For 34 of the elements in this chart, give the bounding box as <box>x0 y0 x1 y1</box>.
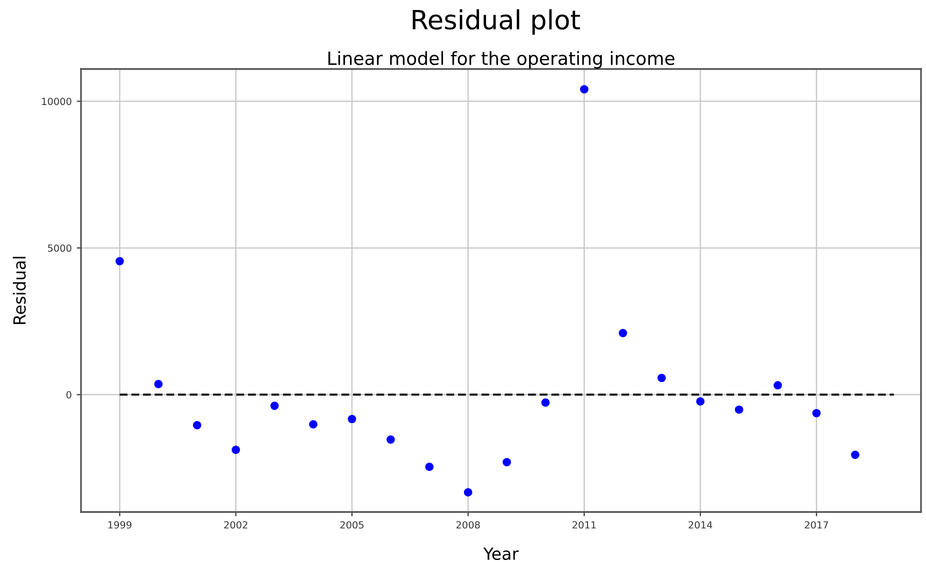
x-axis-title: Year <box>483 548 519 560</box>
y-tick-label: 0 <box>66 391 72 398</box>
y-axis-title: Residual <box>12 256 26 324</box>
x-tick-label: 2008 <box>456 521 480 529</box>
point <box>812 408 821 418</box>
x-tick-label: 1999 <box>108 521 132 529</box>
point <box>270 402 279 410</box>
point <box>192 420 202 430</box>
point <box>425 462 434 471</box>
y-tick-label: 10000 <box>42 98 72 106</box>
point <box>734 405 744 414</box>
point <box>696 397 705 406</box>
point <box>851 450 860 459</box>
point <box>502 458 511 466</box>
point <box>541 398 550 407</box>
point <box>309 420 318 428</box>
point <box>348 414 356 424</box>
point <box>386 435 395 444</box>
point <box>618 328 628 338</box>
chart-subtitle: Linear model for the operating income <box>328 51 674 69</box>
x-tick-label: 2014 <box>688 521 712 529</box>
point <box>580 85 588 94</box>
point <box>774 381 782 390</box>
x-tick-label: 2017 <box>804 521 828 529</box>
point <box>657 374 666 382</box>
point <box>116 256 124 266</box>
x-tick-label: 2011 <box>572 521 596 529</box>
point <box>154 380 163 388</box>
point <box>232 446 240 454</box>
chart-title: Residual plot <box>412 9 580 35</box>
point <box>464 488 472 497</box>
x-tick-label: 2002 <box>224 521 248 529</box>
y-tick-label: 5000 <box>48 244 72 252</box>
x-tick-label: 2005 <box>340 521 364 529</box>
